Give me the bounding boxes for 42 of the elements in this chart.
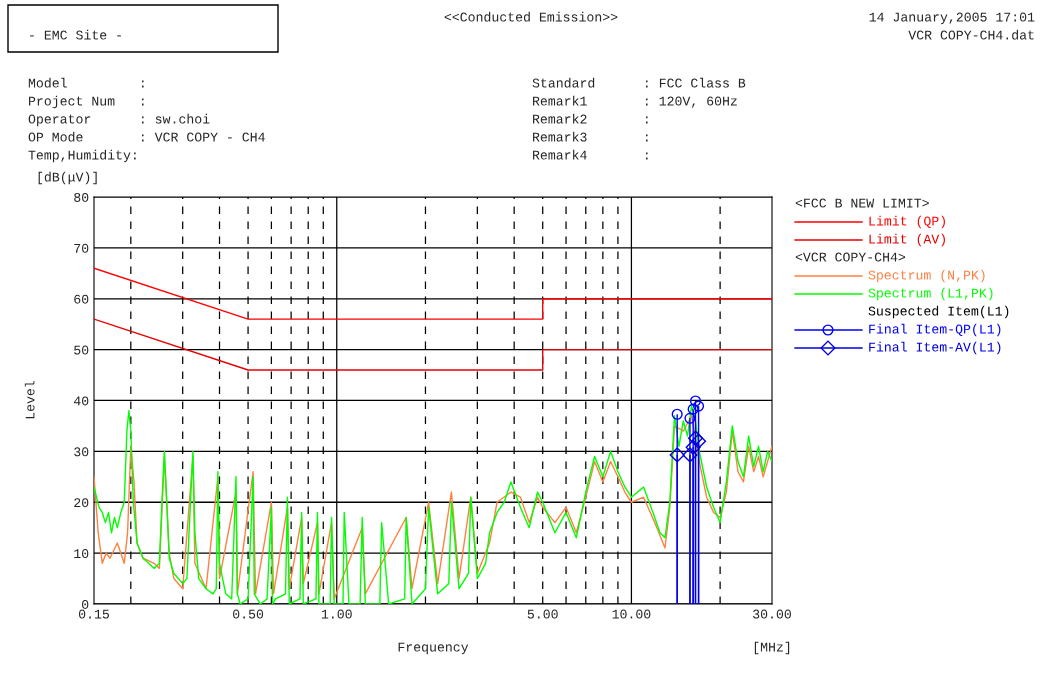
text: Operator : sw.choi (28, 113, 210, 127)
text: Remark3 : (533, 131, 648, 142)
y-tick-label: 70 (74, 243, 89, 253)
text: Remark2 : (533, 113, 648, 124)
text: VCR COPY-CH4.dat (908, 29, 1034, 40)
text: OP Mode : VCR COPY - CH4 (28, 131, 265, 142)
x-tick-label: 30.00 (753, 609, 791, 619)
y-tick-label: 0 (82, 599, 89, 609)
text: Spectrum (L1,PK) (868, 287, 993, 301)
text: Final Item-QP(L1) (869, 323, 1001, 337)
text: <FCC B NEW LIMIT> (795, 198, 929, 208)
y-tick-label: 50 (74, 345, 89, 355)
y-tick-label: 30 (74, 447, 89, 457)
text: Suspected Item(L1) (868, 305, 1009, 319)
x-axis-title: Frequency (398, 642, 469, 655)
text: Limit (AV) (869, 233, 945, 247)
x-tick-label: 1.00 (321, 609, 352, 619)
y-tick-label: 40 (73, 396, 89, 406)
y-tick-label: 20 (74, 498, 89, 508)
text: Model : (28, 77, 144, 88)
text: Remark1 : 120V, 60Hz (533, 95, 737, 108)
y-tick-label: 10 (74, 549, 89, 559)
text: Standard : FCC Class B (532, 77, 746, 88)
text: Final Item-AV(L1) (869, 341, 1001, 355)
text: Remark4 : (533, 149, 648, 160)
text: Spectrum (N,PK) (868, 269, 985, 283)
text: <VCR COPY-CH4> (795, 252, 906, 262)
text: 14 January,2005 17:01 (869, 12, 1035, 25)
text: - EMC Site - (30, 29, 121, 40)
y-tick-label: 60 (74, 294, 89, 304)
x-tick-label: 0.50 (233, 609, 264, 619)
y-tick-label: 80 (74, 192, 89, 202)
x-tick-label: 5.00 (527, 609, 558, 619)
text: [dB(μV)] (38, 171, 97, 185)
y-axis-title: Level (24, 380, 35, 419)
x-tick-label: 0.15 (78, 609, 109, 619)
text: Limit (QP) (869, 215, 945, 229)
text: [MHz] (754, 641, 790, 655)
text: Temp,Humidity: (28, 149, 136, 163)
x-tick-label: 10.00 (612, 609, 651, 619)
text: Project Num : (29, 95, 144, 109)
chart-title: <<Conducted Emission>> (444, 11, 618, 22)
